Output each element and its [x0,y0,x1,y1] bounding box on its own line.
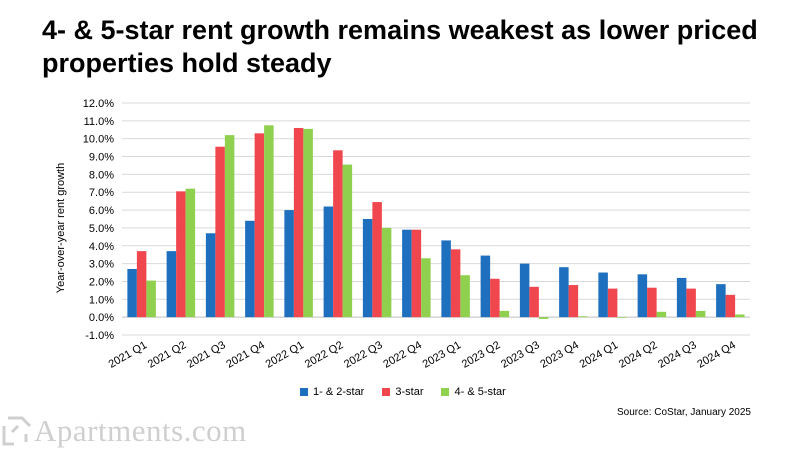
y-tick-label: 9.0% [89,152,114,164]
y-tick-label: -1.0% [85,330,114,342]
bar [372,202,382,318]
bar [480,255,491,318]
bar [676,277,687,318]
y-tick-label: 11.0% [84,116,115,128]
x-tick-label: 2022 Q2 [303,339,346,370]
legend-swatch-series2 [382,388,391,396]
bar [185,188,196,318]
x-tick-label: 2024 Q2 [617,339,660,370]
x-tick-label: 2021 Q4 [224,339,267,370]
bar [686,288,696,318]
x-tick-label: 2024 Q1 [578,339,621,370]
logo-text: Apartments.com [34,413,247,448]
bar [656,311,667,318]
bar [205,233,216,318]
bar [450,249,461,318]
y-tick-label: 0.0% [89,312,114,324]
bar [224,135,235,318]
bar [166,251,177,318]
bar [136,251,147,318]
bar [303,128,313,318]
bar [519,263,530,318]
x-tick-label: 2022 Q4 [381,339,424,370]
y-tick-label: 3.0% [89,259,114,271]
bar [716,284,726,318]
legend-swatch-series3 [441,388,450,396]
bar [264,125,274,318]
bar [323,206,334,318]
legend: 1- & 2-star 3-star 4- & 5-star [300,386,506,398]
y-axis-label: Year-over-year rent growth [55,163,67,293]
y-tick-label: 5.0% [89,223,114,235]
x-tick-label: 2022 Q3 [342,339,385,370]
y-tick-label: 4.0% [89,241,114,253]
chart-title: 4- & 5-star rent growth remains weakest … [42,15,758,78]
bar [637,274,648,318]
legend-item-series2: 3-star [382,386,423,398]
x-tick-label: 2021 Q2 [146,339,189,370]
bar [245,220,255,318]
y-tick-label: 7.0% [89,187,114,199]
legend-label-series3: 4- & 5-star [454,386,506,398]
bar [607,288,618,318]
bar [215,146,225,318]
legend-item-series1: 1- & 2-star [300,386,364,398]
x-tick-label: 2023 Q1 [421,339,464,370]
bar [559,267,569,318]
brand-logo: Apartments.com [0,412,270,450]
x-tick-label: 2023 Q3 [499,339,542,370]
bar [342,164,353,318]
legend-item-series3: 4- & 5-star [441,386,506,398]
bar [411,229,422,318]
x-tick-label: 2024 Q3 [656,339,699,370]
y-tick-label: 10.0% [83,134,114,146]
bar [735,314,745,318]
bar [460,275,470,318]
bar [725,294,736,318]
y-tick-label: 6.0% [89,205,114,217]
x-tick-label: 2023 Q4 [538,339,581,370]
x-tick-label: 2023 Q2 [460,339,503,370]
bar [617,317,627,318]
bar [647,287,657,318]
bar [254,133,265,318]
legend-label-series2: 3-star [395,386,424,398]
bar [402,229,412,318]
y-tick-label: 12.0% [83,98,114,110]
x-tick-label: 2021 Q1 [107,339,150,370]
bar [529,286,539,318]
bar [421,258,431,318]
legend-swatch-series1 [300,388,308,396]
bar [381,227,392,318]
x-tick-label: 2021 Q3 [185,339,228,370]
bar [538,317,549,319]
bar [578,316,588,318]
bar [490,278,500,318]
x-tick-label: 2024 Q4 [695,339,738,370]
bar [146,280,156,318]
bar [695,310,706,318]
source-note: Source: CoStar, January 2025 [617,407,751,418]
y-tick-label: 2.0% [89,276,114,288]
bars [127,125,745,319]
bar [333,150,343,318]
bar [362,219,373,318]
apartments-logo-icon [2,416,32,446]
bar [176,191,186,318]
y-tick-label: 1.0% [89,294,114,306]
bar [568,285,579,318]
bar [441,240,451,318]
bar [127,268,137,318]
legend-label-series1: 1- & 2-star [313,386,365,398]
bar [598,272,608,318]
y-tick-labels: -1.0% 0.0% 1.0% 2.0% 3.0% 4.0% 5.0% 6.0% 7.0% 8.0… [83,98,114,342]
bar [284,210,294,318]
y-tick-label: 8.0% [89,169,114,181]
bar [499,310,510,318]
x-tick-label: 2022 Q1 [264,339,307,370]
bar [293,127,304,318]
